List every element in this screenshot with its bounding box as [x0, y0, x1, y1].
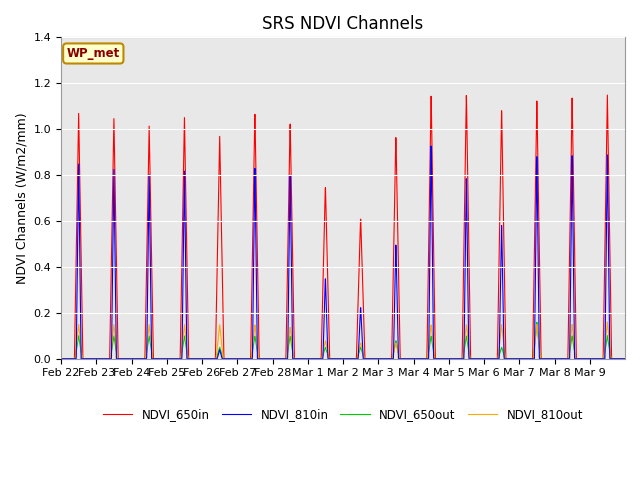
Title: SRS NDVI Channels: SRS NDVI Channels [262, 15, 424, 33]
NDVI_810out [615, 356, 623, 361]
NDVI_650out [501, 355, 509, 361]
NDVI_810in [621, 356, 629, 361]
NDVI_810in [57, 356, 65, 361]
Legend: NDVI_650in, NDVI_810in, NDVI_650out, NDVI_810out: NDVI_650in, NDVI_810in, NDVI_650out, NDV… [98, 403, 588, 426]
Y-axis label: NDVI Channels (W/m2/mm): NDVI Channels (W/m2/mm) [15, 112, 28, 284]
NDVI_650out [415, 356, 423, 361]
NDVI_650out [533, 319, 541, 325]
NDVI_810in [465, 356, 473, 361]
NDVI_650out [57, 356, 65, 361]
NDVI_810in [173, 356, 180, 361]
NDVI_650in [415, 356, 423, 361]
NDVI_650in [465, 253, 473, 259]
NDVI_810out [415, 356, 423, 361]
Line: NDVI_650out: NDVI_650out [61, 322, 625, 359]
NDVI_650in [535, 214, 543, 219]
NDVI_810in [535, 324, 543, 330]
NDVI_810in [501, 356, 509, 361]
NDVI_810out [621, 356, 629, 361]
Line: NDVI_810out: NDVI_810out [61, 322, 625, 359]
NDVI_810in [615, 356, 623, 361]
NDVI_650in [501, 301, 509, 307]
NDVI_650out [173, 356, 180, 361]
NDVI_650in [621, 356, 629, 361]
NDVI_650in [615, 356, 623, 361]
NDVI_650in [604, 92, 611, 98]
NDVI_810out [501, 354, 509, 360]
NDVI_650out [615, 356, 623, 361]
NDVI_810out [604, 319, 611, 325]
NDVI_810out [57, 356, 65, 361]
NDVI_650in [57, 356, 65, 361]
Line: NDVI_650in: NDVI_650in [61, 95, 625, 359]
Line: NDVI_810in: NDVI_810in [61, 146, 625, 359]
NDVI_650in [173, 356, 180, 361]
NDVI_650out [465, 350, 473, 356]
NDVI_810out [173, 356, 180, 361]
NDVI_810in [428, 143, 435, 149]
NDVI_810out [465, 347, 473, 352]
Text: WP_met: WP_met [67, 47, 120, 60]
NDVI_650out [535, 341, 543, 347]
NDVI_650out [621, 356, 629, 361]
NDVI_810out [535, 340, 543, 346]
NDVI_810in [415, 356, 423, 361]
